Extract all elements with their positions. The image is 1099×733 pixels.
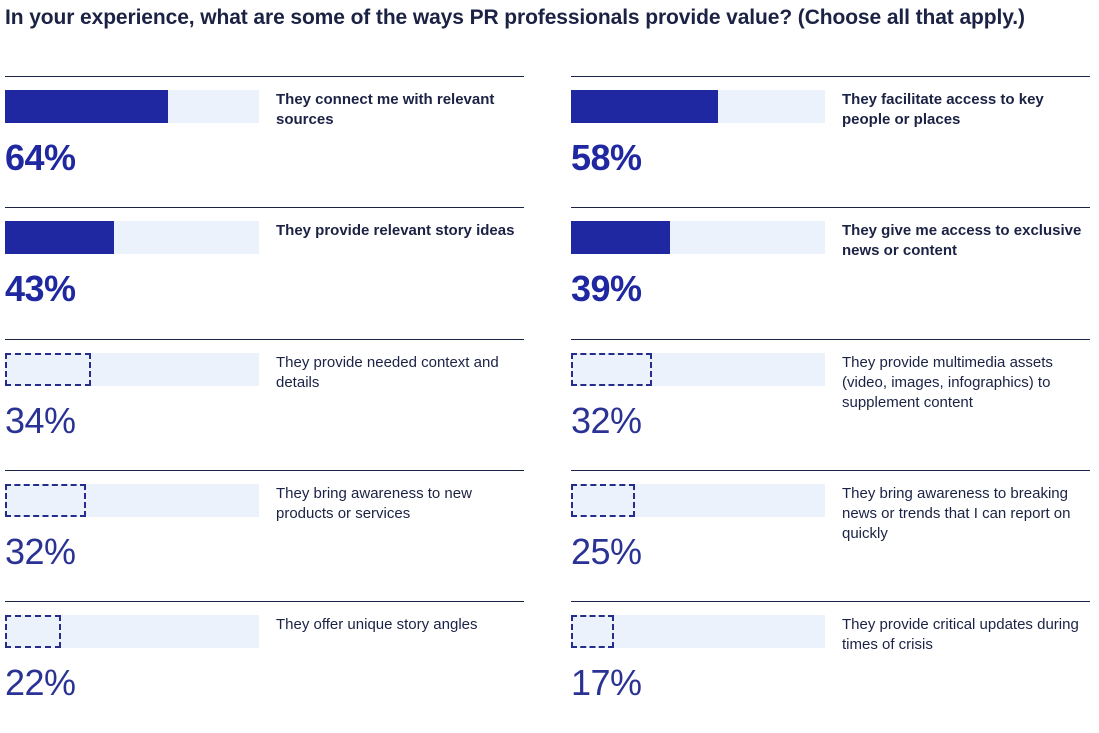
category-label: They provide relevant story ideas — [276, 222, 515, 240]
bar-item: 64% They connect me with relevant sources — [5, 76, 524, 208]
bar-fill — [571, 221, 671, 255]
bar-fill — [5, 483, 87, 517]
bar-item: 32% They provide multimedia assets (video… — [571, 338, 1090, 471]
percent-label: 64% — [5, 137, 76, 178]
bar-fill — [5, 352, 92, 386]
bar-fill — [571, 352, 653, 386]
percent-label: 39% — [571, 268, 642, 310]
category-label: They facilitate access to key people or … — [842, 91, 1044, 128]
bar-track — [5, 615, 259, 648]
category-label: They offer unique story angles — [276, 616, 478, 633]
bar-track — [5, 90, 259, 123]
bar-track — [571, 615, 825, 648]
percent-label: 17% — [571, 662, 642, 703]
category-label: They bring awareness to breaking news or… — [842, 484, 1071, 542]
category-label: They give me access to exclusive news or… — [842, 222, 1082, 260]
bar-track — [571, 352, 825, 386]
bar-item: 39% They give me access to exclusive news… — [571, 207, 1090, 339]
bar-item: 32% They bring awareness to new products … — [5, 469, 524, 602]
bar-track — [571, 90, 825, 123]
percent-label: 22% — [5, 662, 76, 703]
percent-label: 32% — [5, 530, 76, 572]
category-label: They provide multimedia assets (video, i… — [842, 353, 1053, 411]
bar-fill — [5, 221, 115, 255]
bar-fill — [571, 483, 635, 517]
category-label: They provide needed context and details — [276, 353, 499, 391]
percent-label: 25% — [571, 530, 642, 572]
bar-fill — [5, 615, 61, 648]
chart-title: In your experience, what are some of the… — [5, 6, 1025, 29]
category-label: They bring awareness to new products or … — [276, 484, 472, 522]
bar-item: 34% They provide needed context and detai… — [5, 338, 524, 471]
bar-fill — [5, 90, 168, 123]
bar-track — [5, 483, 259, 517]
bar-track — [571, 483, 825, 517]
percent-label: 43% — [5, 268, 76, 310]
bar-fill — [571, 615, 615, 648]
category-label: They provide critical updates during tim… — [842, 616, 1079, 653]
percent-label: 32% — [571, 399, 642, 441]
bar-item: 25% They bring awareness to breaking news… — [571, 469, 1090, 602]
percent-label: 58% — [571, 137, 642, 178]
bar-track — [571, 221, 825, 255]
percent-label: 34% — [5, 399, 76, 441]
bar-item: 17% They provide critical updates during … — [571, 601, 1090, 733]
bar-item: 58% They facilitate access to key people … — [571, 76, 1090, 208]
bar-track — [5, 352, 259, 386]
bar-fill — [571, 90, 719, 123]
bar-item: 43% They provide relevant story ideas — [5, 207, 524, 339]
bar-track — [5, 221, 259, 255]
category-label: They connect me with relevant sources — [276, 91, 495, 128]
bar-item: 22% They offer unique story angles — [5, 601, 524, 733]
